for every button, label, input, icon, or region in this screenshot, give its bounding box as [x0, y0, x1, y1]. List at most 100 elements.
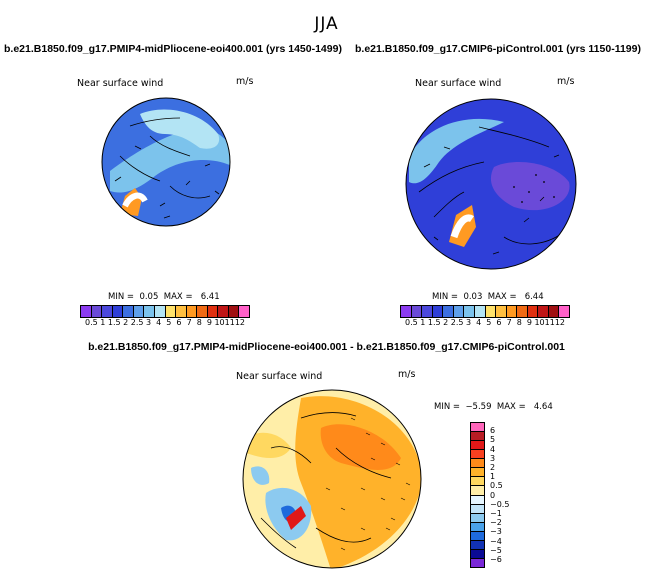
panel3-colorbar-swatch-3: [471, 450, 484, 460]
panel2-colorbar-swatch-12: [527, 306, 539, 317]
panel1-colorbar-tick-8: 6: [176, 318, 182, 327]
panel3-units: m/s: [398, 369, 416, 380]
panel2-colorbar-ticks: 0.5 1 1.5 2 2.5 3 4 5 6 7 8 9 10 11 12: [400, 318, 570, 327]
panel1-colorbar-swatch-14: [228, 306, 240, 317]
panel3-colorbar-swatch-7: [471, 486, 484, 496]
panel2-colorbar-tick-11: 9: [526, 318, 532, 327]
panel3-variable: Near surface wind: [236, 371, 323, 382]
panel1-title: b.e21.B1850.f09_g17.PMIP4-midPliocene-eo…: [4, 43, 342, 55]
panel2-colorbar-swatch-5: [453, 306, 465, 317]
panel1-colorbar: 0.5 1 1.5 2 2.5 3 4 5 6 7 8 9 10 11 12: [80, 305, 250, 327]
panel1-colorbar-tick-4: 2.5: [130, 318, 144, 327]
panel3-colorbar-swatch-12: [471, 531, 484, 541]
panel2-colorbar-tick-1: 1: [420, 318, 426, 327]
panel2-colorbar-swatch-0: [401, 306, 412, 317]
panel1-colorbar-swatch-11: [197, 306, 208, 317]
panel3-colorbar-tick-0: 6: [490, 426, 496, 436]
panel1-colorbar-tick-1: 1: [100, 318, 106, 327]
panel3-colorbar-tick-5: 1: [490, 472, 496, 482]
panel2-colorbar-swatch-6: [464, 306, 475, 317]
panel1-colorbar-tick-0: 0.5: [85, 318, 98, 327]
panel1-colorbar-tick-13: 11: [224, 318, 235, 327]
panel1-units: m/s: [236, 76, 254, 87]
panel2-arctic-band: [409, 118, 504, 184]
panel1-colorbar-tick-12: 10: [214, 318, 225, 327]
season-title: JJA: [314, 14, 339, 34]
panel3-colorbar-tick-2: 4: [490, 444, 496, 454]
panel2-colorbar-swatch-10: [506, 306, 518, 317]
panel3-colorbar-tick-9: −1: [490, 508, 502, 518]
panel3-colorbar-swatch-14: [471, 549, 484, 559]
panel1-colorbar-tick-10: 8: [196, 318, 202, 327]
panel2-colorbar-tick-13: 11: [544, 318, 555, 327]
panel2-colorbar-swatch-3: [432, 306, 444, 317]
panel3-minmax: MIN = −5.59 MAX = 4.64: [434, 402, 553, 412]
panel3-colorbar-swatch-6: [471, 477, 484, 487]
panel2-colorbar-tick-8: 6: [496, 318, 502, 327]
panel3-colorbar-tick-10: −2: [490, 518, 502, 528]
panel2-colorbar-swatch-11: [517, 306, 528, 317]
panel2-title: b.e21.B1850.f09_g17.CMIP6-piControl.001 …: [355, 43, 641, 55]
panel1-colorbar-swatch-8: [165, 306, 177, 317]
panel1-colorbar-swatch-15: [239, 306, 249, 317]
panel1-variable: Near surface wind: [77, 78, 164, 89]
panel2-colorbar-swatch-2: [422, 306, 433, 317]
panel3-greenland-coast-increase: [286, 506, 306, 530]
panel1-colorbar-swatch-0: [81, 306, 92, 317]
panel3-colorbar-ticks: 6 5 4 3 2 1 0.5 0 −0.5 −1 −2 −3 −4 −5 −6: [485, 422, 509, 568]
panel2-minmax: MIN = 0.03 MAX = 6.44: [432, 292, 544, 302]
panel2-colorbar-tick-6: 4: [476, 318, 482, 327]
panel1-colorbar-tick-2: 1.5: [107, 318, 121, 327]
panel3-colorbar-tick-1: 5: [490, 435, 496, 445]
panel2-colorbar-tick-12: 10: [534, 318, 545, 327]
panel1-colorbar-tick-3: 2: [123, 318, 129, 327]
panel3-colorbar-tick-6: 0.5: [490, 481, 503, 491]
panel1-colorbar-swatch-7: [154, 306, 166, 317]
panel3-colorbar-tick-4: 2: [490, 462, 496, 472]
panel2-units: m/s: [557, 76, 575, 87]
panel1-minmax: MIN = 0.05 MAX = 6.41: [108, 292, 220, 302]
panel3-colorbar-swatch-4: [471, 459, 484, 469]
panel2-central-calm: [490, 162, 570, 211]
panel3-colorbar-tick-8: −0.5: [490, 499, 510, 509]
panel2-colorbar-swatch-4: [443, 306, 454, 317]
panel2-colorbar-swatch-7: [474, 306, 486, 317]
panel3-colorbar-tick-3: 3: [490, 453, 496, 463]
panel3-colorbar-swatch-13: [471, 540, 484, 550]
panel3-colorbar-swatch-2: [471, 441, 484, 451]
panel3-colorbar-tick-14: −6: [490, 554, 502, 564]
panel3-colorbar-tick-11: −3: [490, 527, 502, 537]
panel2-colorbar-swatch-15: [559, 306, 569, 317]
panel2-colorbar: 0.5 1 1.5 2 2.5 3 4 5 6 7 8 9 10 11 12: [400, 305, 570, 327]
panel2-colorbar-tick-2: 1.5: [427, 318, 441, 327]
panel1-colorbar-tick-6: 4: [156, 318, 162, 327]
panel2-variable: Near surface wind: [415, 78, 502, 89]
panel3-colorbar-swatches: [470, 422, 485, 568]
panel2-map: [405, 98, 577, 270]
panel1-colorbar-swatch-12: [207, 306, 219, 317]
panel2-colorbar-swatch-8: [485, 306, 497, 317]
panel3-colorbar-swatch-10: [471, 513, 484, 523]
panel3-colorbar-swatch-8: [471, 495, 484, 505]
panel1-colorbar-ticks: 0.5 1 1.5 2 2.5 3 4 5 6 7 8 9 10 11 12: [80, 318, 250, 327]
panel1-colorbar-tick-9: 7: [186, 318, 192, 327]
panel3-colorbar-tick-13: −5: [490, 545, 502, 555]
panel3-colorbar-swatch-15: [471, 558, 484, 567]
panel1-colorbar-swatch-10: [186, 306, 198, 317]
panel1-colorbar-tick-11: 9: [206, 318, 212, 327]
panel1-colorbar-swatch-9: [176, 306, 187, 317]
panel1-colorbar-tick-7: 5: [166, 318, 172, 327]
panel1-colorbar-swatches: [80, 305, 250, 318]
panel1-colorbar-swatch-2: [102, 306, 113, 317]
panel3-colorbar-tick-12: −4: [490, 536, 502, 546]
panel1-colorbar-tick-5: 3: [146, 318, 152, 327]
panel1-colorbar-tick-14: 12: [234, 318, 246, 327]
panel2-colorbar-tick-10: 8: [516, 318, 522, 327]
panel2-colorbar-tick-14: 12: [554, 318, 566, 327]
panel2-colorbar-swatch-13: [538, 306, 549, 317]
panel2-colorbar-tick-9: 7: [506, 318, 512, 327]
panel3-colorbar-swatch-1: [471, 432, 484, 442]
panel3-colorbar-swatch-5: [471, 468, 484, 478]
panel3-colorbar: 6 5 4 3 2 1 0.5 0 −0.5 −1 −2 −3 −4 −5 −6: [470, 422, 509, 568]
panel2-colorbar-tick-3: 2: [443, 318, 449, 327]
